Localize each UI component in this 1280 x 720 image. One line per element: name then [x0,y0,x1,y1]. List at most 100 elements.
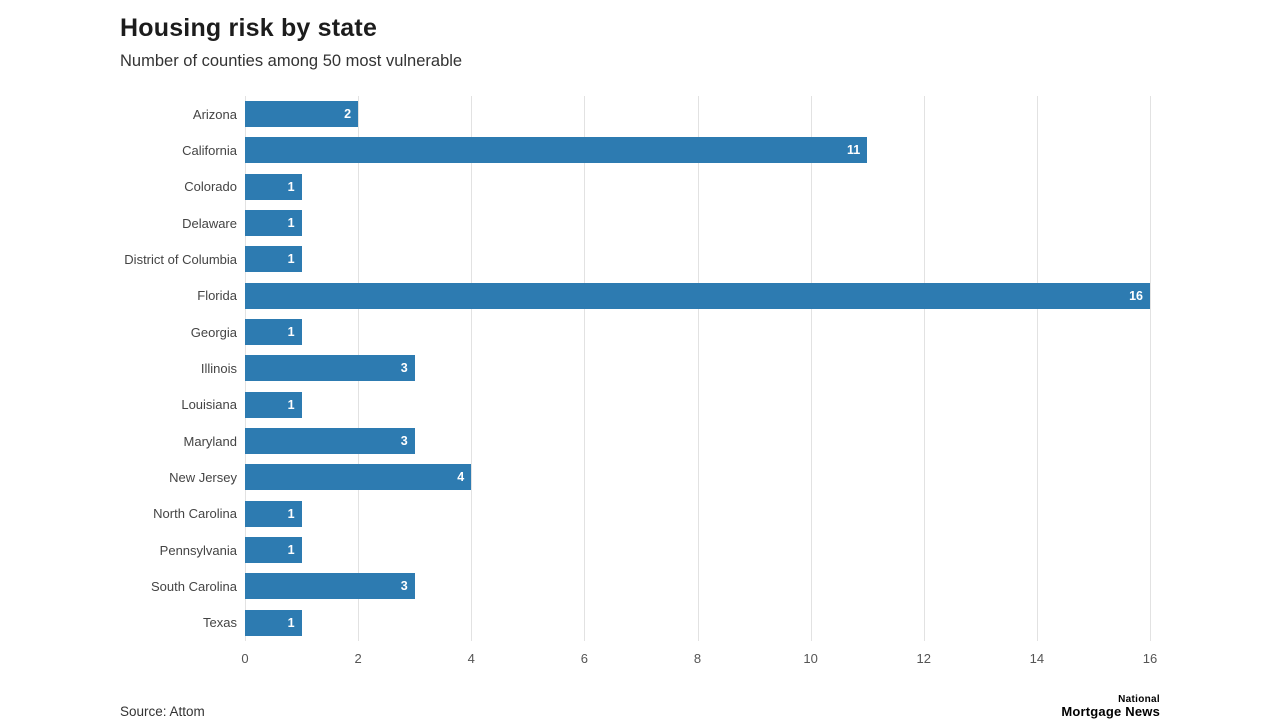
bar-track: 1 [245,500,1150,527]
bar-value-label: 1 [287,252,295,267]
x-tick-label: 6 [580,650,588,666]
bar-value-label: 16 [1129,288,1143,303]
gridline [471,96,473,641]
category-label: Florida [197,288,237,304]
bar: 3 [245,355,415,382]
bar-value-label: 1 [287,506,295,521]
x-tick-label: 14 [1029,650,1045,666]
category-label: Georgia [190,324,237,340]
bar-value-label: 3 [400,361,408,376]
x-tick-label: 4 [467,650,475,666]
bar: 1 [245,391,302,418]
bar-track: 16 [245,282,1150,309]
bar: 2 [245,101,359,128]
bar: 1 [245,210,302,237]
x-axis: 0 2 4 6 8 10 12 14 16 [241,641,1157,675]
bar: 1 [245,500,302,527]
bar-track: 4 [245,464,1150,491]
bar-row: New Jersey 4 [120,459,1150,495]
bar-track: 1 [245,173,1150,200]
gridline [697,96,699,641]
gridline [810,96,812,641]
bar-row: Georgia 1 [120,314,1150,350]
bar-value-label: 11 [846,143,861,158]
chart-subtitle: Number of counties among 50 most vulnera… [120,52,463,70]
bar: 16 [245,282,1150,309]
bar-track: 1 [245,609,1150,636]
category-label: Arizona [192,106,237,122]
bar-value-label: 1 [287,615,295,630]
category-label: Colorado [184,179,237,195]
bar-chart: Arizona 2 California 11 Colorado 1 Delaware 1 Di… [120,96,1157,675]
bar-value-label: 1 [287,325,295,340]
gridline [923,96,925,641]
bar-value-label: 1 [287,216,295,231]
bar-row: Florida 16 [120,278,1150,314]
bar-row: District of Columbia 1 [120,241,1150,277]
bar: 1 [245,246,302,273]
x-tick-label: 16 [1142,650,1158,666]
bar-row: Maryland 3 [120,423,1150,459]
bar-value-label: 1 [287,543,295,558]
bar-track: 1 [245,210,1150,237]
category-label: New Jersey [169,469,237,485]
category-label: Delaware [182,215,237,231]
gridline [1150,96,1151,641]
bar-track: 1 [245,319,1150,346]
category-label: Pennsylvania [159,542,237,558]
bar: 1 [245,173,302,200]
bar-row: Arizona 2 [120,96,1150,132]
x-tick-label: 12 [916,650,931,666]
bar-track: 1 [245,246,1150,273]
bar-row: Pennsylvania 1 [120,532,1150,568]
bar-track: 3 [245,428,1150,455]
category-label: District of Columbia [124,251,237,267]
bar-row: Texas 1 [120,605,1150,641]
bar-rows: Arizona 2 California 11 Colorado 1 Delaware 1 Di… [120,96,1150,641]
x-tick-label: 10 [803,650,818,666]
category-label: Illinois [200,360,237,376]
category-label: Texas [203,615,237,631]
bar-track: 2 [245,101,1150,128]
bar: 1 [245,609,302,636]
bar-row: South Carolina 3 [120,568,1150,604]
bar: 1 [245,537,302,564]
publisher-logo: National Mortgage News [1061,694,1160,719]
bar-track: 1 [245,537,1150,564]
chart-header: Housing risk by state Number of counties… [0,0,1280,71]
category-label: Maryland [183,433,237,449]
x-tick-label: 0 [241,650,249,666]
bar-value-label: 1 [287,179,295,194]
bar: 11 [245,137,868,164]
chart-footer: Source: Attom National Mortgage News [120,694,1160,720]
bar-value-label: 3 [400,579,408,594]
category-label: North Carolina [153,506,237,522]
bar: 3 [245,573,415,600]
bar-row: Illinois 3 [120,350,1150,386]
bar-row: Colorado 1 [120,169,1150,205]
category-label: California [182,142,237,158]
bar-value-label: 4 [457,470,465,485]
bar-row: Delaware 1 [120,205,1150,241]
category-label: Louisiana [181,397,237,413]
bar-row: California 11 [120,132,1150,168]
bar-value-label: 3 [400,434,408,449]
gridline [584,96,586,641]
bar-track: 3 [245,573,1150,600]
gridline [1036,96,1038,641]
bar-row: Louisiana 1 [120,387,1150,423]
bar-track: 11 [245,137,1150,164]
bar-row: North Carolina 1 [120,496,1150,532]
bar-track: 3 [245,355,1150,382]
bar-value-label: 2 [344,107,352,122]
bar: 4 [245,464,472,491]
x-tick-label: 8 [693,650,702,666]
bar: 1 [245,319,302,346]
source-note: Source: Attom [120,704,205,720]
bar-track: 1 [245,391,1150,418]
bar-value-label: 1 [287,397,295,412]
x-tick-label: 2 [354,650,362,666]
chart-title: Housing risk by state [120,14,378,42]
bar: 3 [245,428,415,455]
